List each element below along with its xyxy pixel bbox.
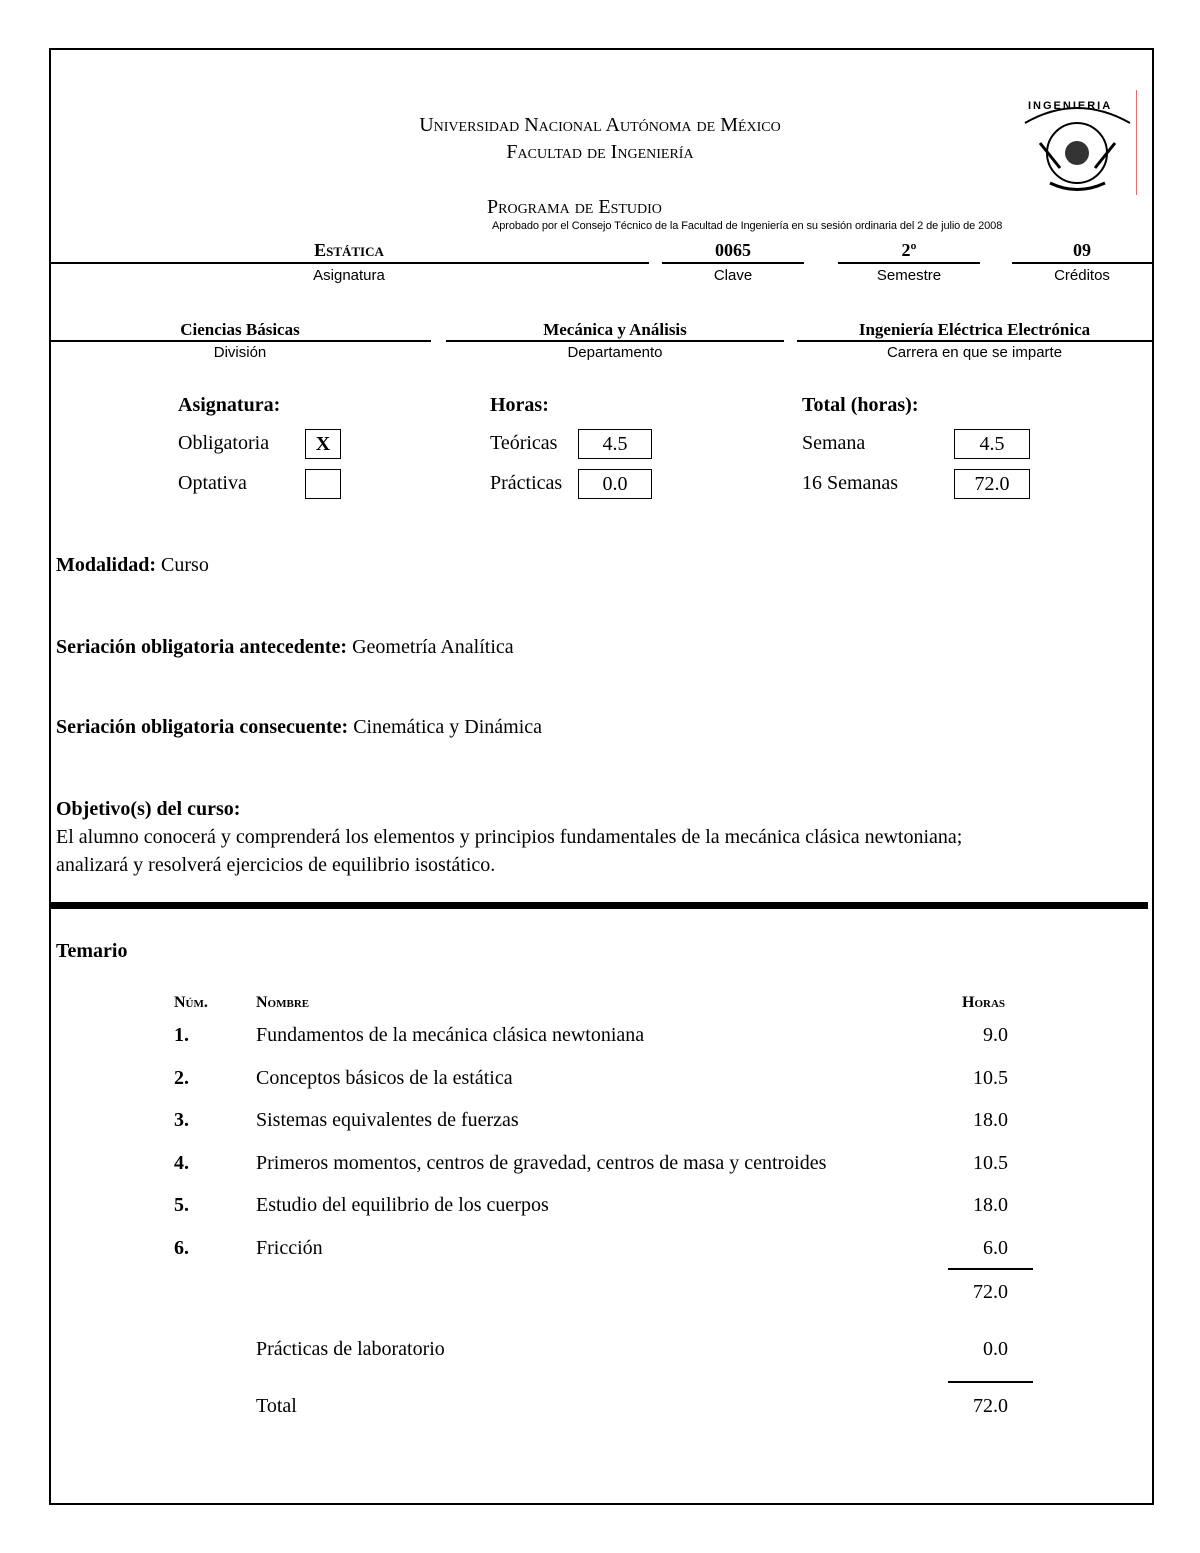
row-num: 6.: [174, 1237, 189, 1259]
week-hours: 4.5: [954, 429, 1030, 459]
subject-label: Asignatura: [313, 267, 385, 284]
objective-line-1: El alumno conocerá y comprenderá los ele…: [56, 826, 963, 848]
code-label: Clave: [713, 267, 753, 284]
subsequent: Seriación obligatoria consecuente: Cinem…: [56, 716, 542, 739]
career-label: Carrera en que se imparte: [886, 344, 1063, 361]
subject-name: Estática: [314, 240, 384, 260]
week-label: Semana: [802, 432, 866, 454]
theory-hours: 4.5: [578, 429, 652, 459]
department: Mecánica y Análisis: [543, 320, 687, 339]
department-label: Departamento: [567, 344, 663, 361]
row-hours: 9.0: [983, 1024, 1008, 1046]
type-title: Asignatura:: [178, 394, 281, 416]
row-num: 5.: [174, 1194, 189, 1217]
document-frame: [49, 48, 1154, 1505]
objective-label: Objetivo(s) del curso:: [56, 798, 241, 820]
lab-label: Prácticas de laboratorio: [256, 1338, 445, 1360]
total-hours: 72.0: [973, 1395, 1008, 1417]
career: Ingeniería Eléctrica Electrónica: [858, 320, 1091, 339]
objective-line-2: analizará y resolverá ejercicios de equi…: [56, 854, 496, 876]
section-divider: [49, 902, 1148, 909]
syllabus-title: Temario: [56, 940, 128, 962]
faculty-name: Facultad de Ingeniería: [506, 141, 694, 163]
theory-label: Teóricas: [490, 432, 558, 454]
semesters-label: 16 Semanas: [802, 472, 899, 494]
row-name: Fundamentos de la mecánica clásica newto…: [256, 1024, 645, 1046]
mandatory-checkbox[interactable]: X: [305, 429, 341, 459]
row-num: 3.: [174, 1109, 189, 1132]
division: Ciencias Básicas: [180, 320, 300, 339]
subject-code: 0065: [715, 240, 751, 260]
prereq-value: Geometría Analítica: [352, 636, 514, 658]
next-label: Seriación obligatoria consecuente:: [56, 716, 349, 738]
program-title: Programa de Estudio: [487, 196, 662, 218]
row-hours: 18.0: [973, 1194, 1008, 1217]
mandatory-label: Obligatoria: [178, 432, 270, 454]
credits: 09: [1073, 240, 1091, 260]
row-name: Conceptos básicos de la estática: [256, 1066, 513, 1089]
modality-value: Curso: [161, 554, 209, 576]
col-hours: Horas: [962, 994, 1006, 1011]
lab-hours: 0.0: [983, 1338, 1008, 1360]
optional-label: Optativa: [178, 472, 247, 494]
semesters-hours: 72.0: [954, 469, 1030, 499]
credits-label: Créditos: [1054, 267, 1110, 284]
practice-hours: 0.0: [578, 469, 652, 499]
logo-text: INGENIERIA: [1028, 100, 1113, 112]
row-num: 4.: [174, 1151, 189, 1174]
row-name: Fricción: [256, 1237, 323, 1259]
modality-label: Modalidad:: [56, 554, 157, 576]
division-label: División: [213, 344, 267, 361]
col-name: Nombre: [256, 994, 310, 1011]
row-hours: 10.5: [973, 1151, 1008, 1174]
col-num: Núm.: [174, 994, 208, 1011]
prereq-label: Seriación obligatoria antecedente:: [56, 636, 348, 658]
row-hours: 18.0: [973, 1109, 1008, 1132]
unam-engineering-logo: INGENIERIA: [1020, 98, 1135, 196]
semester-label: Semestre: [876, 267, 942, 284]
row-name: Estudio del equilibrio de los cuerpos: [256, 1194, 549, 1217]
prerequisite: Seriación obligatoria antecedente: Geome…: [56, 636, 514, 659]
hours-title: Horas:: [490, 394, 549, 416]
subtotal: 72.0: [973, 1281, 1008, 1303]
optional-checkbox[interactable]: [305, 469, 341, 499]
total-title: Total (horas):: [802, 394, 919, 416]
logo-edge: [1136, 90, 1137, 195]
university-name: Universidad Nacional Autónoma de México: [419, 114, 781, 136]
row-hours: 6.0: [983, 1237, 1008, 1259]
modality: Modalidad: Curso: [56, 554, 209, 577]
semester: 2º: [901, 240, 917, 260]
practice-label: Prácticas: [490, 472, 563, 494]
next-value: Cinemática y Dinámica: [353, 716, 543, 738]
row-name: Sistemas equivalentes de fuerzas: [256, 1109, 519, 1132]
row-num: 2.: [174, 1066, 189, 1089]
row-name: Primeros momentos, centros de gravedad, …: [256, 1151, 827, 1174]
row-num: 1.: [174, 1024, 189, 1046]
row-hours: 10.5: [973, 1066, 1008, 1089]
approval-note: Aprobado por el Consejo Técnico de la Fa…: [492, 220, 1003, 232]
total-label: Total: [256, 1395, 297, 1417]
